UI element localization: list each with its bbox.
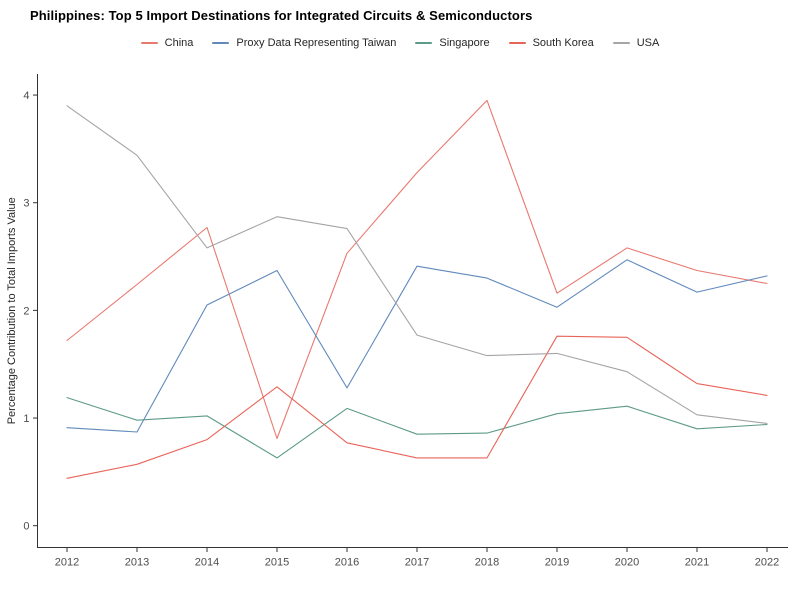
legend-swatch-china <box>140 42 158 44</box>
x-tick-label-2021: 2021 <box>685 557 709 569</box>
x-tick-label-2015: 2015 <box>265 557 289 569</box>
x-tick-label-2013: 2013 <box>125 557 149 569</box>
series-line-proxy-data-representing-taiwan <box>66 259 768 433</box>
legend-item-south-korea: South Korea <box>508 37 594 49</box>
legend-label-china: China <box>164 37 194 49</box>
chart-legend: China Proxy Data Representing Taiwan Singa… <box>0 37 800 49</box>
x-tick-label-2020: 2020 <box>615 557 639 569</box>
legend-label-singapore: Singapore <box>439 37 490 49</box>
y-axis-title: Percentage Contribution to Total Imports… <box>6 197 18 424</box>
legend-item-china: China <box>140 37 194 49</box>
y-tick-label-2: 2 <box>23 305 29 317</box>
series-line-usa <box>66 105 768 424</box>
x-tick-label-2019: 2019 <box>545 557 569 569</box>
legend-item-usa: USA <box>612 37 660 49</box>
series-line-singapore <box>66 397 768 459</box>
y-tick-label-0: 0 <box>23 521 29 533</box>
chart-title: Philippines: Top 5 Import Destinations f… <box>30 8 533 23</box>
x-tick-label-2018: 2018 <box>475 557 499 569</box>
y-tick-label-3: 3 <box>23 198 29 210</box>
legend-item-proxy-data-representing-taiwan: Proxy Data Representing Taiwan <box>212 37 396 49</box>
legend-swatch-singapore <box>415 42 433 44</box>
series-line-china <box>66 99 768 440</box>
legend-label-usa: USA <box>636 37 660 49</box>
x-tick-label-2017: 2017 <box>405 557 429 569</box>
legend-item-singapore: Singapore <box>415 37 490 49</box>
x-tick-label-2022: 2022 <box>755 557 779 569</box>
legend-label-south-korea: South Korea <box>532 37 594 49</box>
y-tick-label-1: 1 <box>23 413 29 425</box>
legend-swatch-usa <box>612 42 630 44</box>
x-tick-label-2012: 2012 <box>55 557 79 569</box>
x-tick-label-2014: 2014 <box>195 557 219 569</box>
x-tick-label-2016: 2016 <box>335 557 359 569</box>
legend-swatch-proxy-data-representing-taiwan <box>212 42 230 44</box>
y-tick-label-4: 4 <box>23 90 29 102</box>
series-line-south-korea <box>66 335 768 479</box>
legend-swatch-south-korea <box>508 42 526 44</box>
legend-label-proxy-data-representing-taiwan: Proxy Data Representing Taiwan <box>236 37 397 49</box>
